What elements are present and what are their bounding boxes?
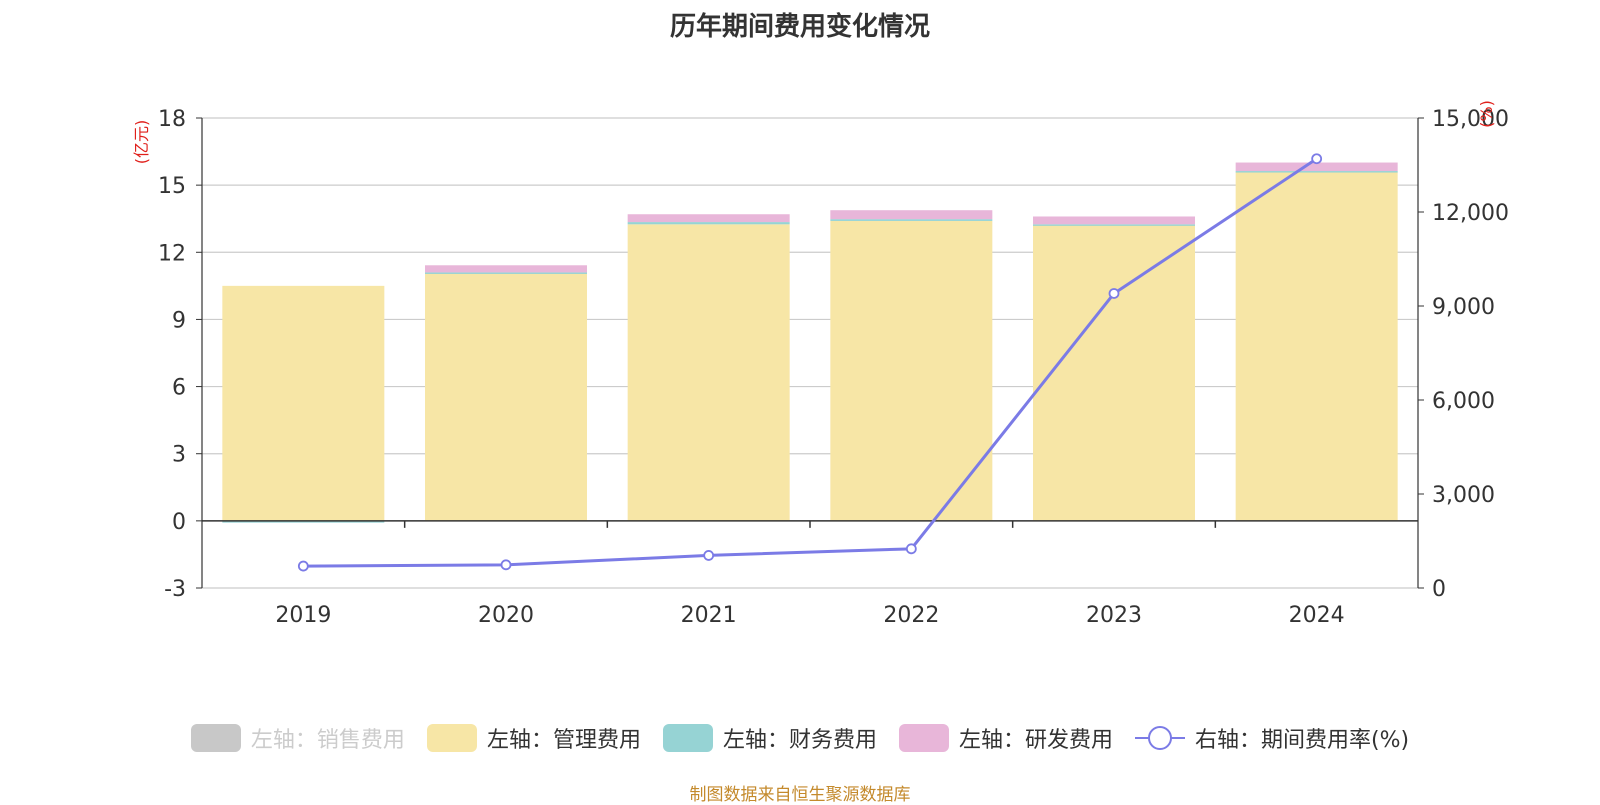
chart-title: 历年期间费用变化情况	[669, 12, 930, 42]
bar-rd-expense	[425, 265, 587, 273]
left-axis-tick-label: 6	[172, 376, 186, 401]
bar-rd-expense	[830, 210, 993, 220]
right-axis-tick-label: 9,000	[1432, 295, 1495, 320]
expense-ratio-point	[905, 543, 917, 555]
legend-line-symbol-icon	[1134, 724, 1185, 752]
legend-item-expense-ratio[interactable]: 右轴：期间费用率(%)	[1134, 722, 1410, 754]
bar-finance-expense	[425, 272, 587, 274]
legend-swatch-finance	[662, 724, 713, 752]
bar-rd-expense	[1033, 216, 1195, 225]
legend-label-admin: 左轴：管理费用	[486, 728, 641, 753]
legend-item-finance-expense[interactable]: 左轴：财务费用	[662, 722, 877, 754]
x-axis-category-label: 2022	[883, 603, 939, 628]
left-axis-tick-label: 12	[158, 241, 186, 266]
bar-finance-expense	[627, 222, 790, 225]
x-axis-category-label: 2020	[478, 603, 534, 628]
bar-admin-expense	[425, 273, 587, 521]
bar-rd-expense	[627, 214, 790, 223]
bar-admin-expense	[830, 220, 993, 521]
data-source-note: 制图数据来自恒生聚源数据库	[689, 785, 911, 805]
expense-ratio-point	[703, 550, 715, 561]
chart-canvas: 18 15 12 9 6 3 0 -3 15,000 12,000 9,000 6,000 3,000 0…	[132, 100, 1509, 628]
legend-label-finance: 左轴：财务费用	[722, 728, 877, 753]
left-axis-tick-label: 15	[158, 174, 186, 199]
right-axis-tick-label: 12,000	[1432, 201, 1509, 226]
expense-ratio-line	[303, 157, 1318, 568]
legend-label-rd: 左轴：研发费用	[958, 728, 1113, 753]
right-axis-tick-label: 15,000	[1432, 107, 1509, 132]
legend-item-sales-expense[interactable]: 左轴：销售费用	[190, 722, 405, 754]
left-axis-tick-label: 0	[172, 510, 186, 535]
legend-item-admin-expense[interactable]: 左轴：管理费用	[426, 722, 641, 754]
legend-label-sales: 左轴：销售费用	[250, 728, 405, 753]
expense-ratio-point	[500, 559, 512, 571]
bar-finance-expense	[830, 219, 993, 221]
right-axis-tick-label: 0	[1432, 577, 1446, 602]
bar-admin-expense	[1033, 225, 1195, 521]
x-axis-category-label: 2019	[275, 603, 331, 628]
legend-swatch-rd	[898, 724, 949, 752]
left-axis-tick-label: 9	[172, 308, 186, 333]
expense-ratio-point	[297, 560, 309, 572]
left-axis-tick-label: 18	[158, 107, 186, 132]
left-axis-tick-label: -3	[164, 577, 186, 602]
bar-admin-expense	[222, 285, 385, 521]
bar-admin-expense	[1235, 171, 1398, 521]
left-axis-unit-label: (亿元)	[132, 120, 151, 165]
bar-rd-expense	[1235, 162, 1398, 172]
legend-label-ratio: 右轴：期间费用率(%)	[1194, 728, 1410, 753]
right-axis-unit-label: (%)	[1477, 100, 1496, 128]
legend-swatch-admin	[426, 724, 477, 752]
legend-item-rd-expense[interactable]: 左轴：研发费用	[898, 722, 1113, 754]
bar-finance-expense	[222, 520, 385, 523]
legend: 左轴：销售费用 左轴：管理费用 左轴：财务费用 左轴：研发费用 右轴：期间费用率…	[0, 718, 1600, 758]
right-axis-tick-label: 6,000	[1432, 389, 1495, 414]
bar-admin-expense	[627, 224, 790, 521]
right-axis-tick-label: 3,000	[1432, 483, 1495, 508]
bar-finance-expense	[1235, 171, 1398, 173]
bar-finance-expense	[1033, 224, 1195, 226]
x-axis-category-label: 2021	[681, 603, 737, 628]
left-axis-tick-label: 3	[172, 443, 186, 468]
x-axis-category-label: 2023	[1086, 603, 1142, 628]
expense-ratio-point	[1108, 288, 1120, 299]
legend-swatch-sales	[190, 724, 241, 752]
expense-ratio-point	[1311, 153, 1323, 165]
x-axis-category-label: 2024	[1289, 603, 1345, 628]
